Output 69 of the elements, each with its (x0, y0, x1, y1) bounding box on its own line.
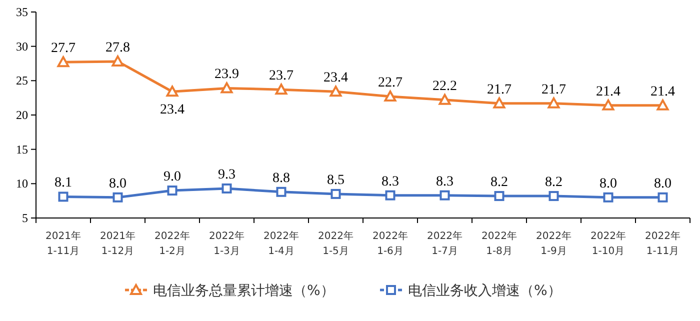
point (220, 82, 233, 94)
point (494, 191, 504, 202)
data-label: 8.3 (382, 174, 399, 190)
point (548, 191, 559, 202)
y-tick-label: 25 (16, 74, 28, 88)
legend-label: 电信业务总量累计增速（%） (153, 283, 334, 299)
y-tick-label: 20 (16, 108, 28, 122)
x-tick-label: 2021年 1-12月 (100, 230, 136, 257)
x-tick-label: 2022年 1-9月 (536, 230, 572, 257)
legend-label: 电信业务收入增速（%） (408, 283, 562, 299)
data-label: 8.8 (272, 170, 290, 186)
x-tick-label: 2022年 1-10月 (590, 230, 626, 257)
point (166, 86, 178, 97)
point (57, 56, 70, 68)
x-tick-label: 2022年 1-2月 (154, 230, 190, 257)
data-label: 8.3 (436, 174, 454, 190)
point (222, 183, 232, 194)
data-label: 22.2 (432, 78, 457, 94)
point (58, 192, 68, 202)
data-label: 9.3 (218, 167, 236, 182)
point (167, 186, 178, 196)
point (658, 192, 668, 202)
x-tick-label: 2022年 1-6月 (372, 230, 408, 257)
data-label: 27.8 (106, 40, 130, 56)
point (493, 97, 506, 108)
point (384, 90, 396, 102)
data-label: 23.9 (214, 67, 239, 82)
point (112, 192, 123, 202)
x-tick-label: 2021年 1-11月 (46, 230, 81, 257)
point (275, 84, 288, 95)
point (385, 190, 396, 200)
data-label: 23.7 (269, 68, 294, 84)
y-tick-label: 10 (16, 176, 28, 191)
data-label: 8.5 (327, 172, 344, 188)
data-label: 21.7 (542, 82, 566, 98)
data-label: 8.0 (109, 176, 126, 192)
data-label: 21.4 (650, 84, 675, 100)
x-tick-label: 2022年 1-3月 (209, 230, 244, 257)
x-tick-label: 2022年 1-7月 (427, 230, 462, 257)
point (440, 190, 450, 200)
point (656, 99, 669, 110)
data-label: 23.4 (324, 70, 348, 86)
data-label: 27.7 (51, 41, 76, 56)
data-label: 8.2 (545, 175, 562, 190)
point (438, 94, 451, 105)
data-label: 23.4 (160, 102, 184, 118)
data-label: 8.2 (490, 175, 508, 190)
x-tick-label: 2022年 1-11月 (645, 230, 680, 257)
y-tick-label: 5 (22, 211, 28, 225)
point (603, 192, 614, 202)
x-tick-label: 2022年 1-8月 (482, 230, 517, 257)
point (112, 55, 124, 66)
data-label: 8.1 (54, 176, 72, 191)
y-tick-label: 15 (16, 142, 28, 156)
point (330, 188, 341, 199)
data-label: 8.0 (654, 176, 672, 192)
y-tick-label: 35 (16, 5, 28, 19)
point (330, 86, 342, 97)
y-tick-label: 30 (16, 39, 28, 54)
point (548, 97, 560, 108)
data-label: 9.0 (164, 170, 181, 185)
data-label: 21.4 (596, 84, 620, 100)
data-label: 21.7 (487, 82, 512, 98)
x-tick-label: 2022年 1-5月 (318, 230, 354, 257)
x-tick-label: 2022年 1-4月 (264, 230, 299, 257)
data-label: 22.7 (378, 75, 402, 90)
point (276, 186, 286, 197)
point (602, 99, 614, 110)
data-label: 8.0 (600, 176, 617, 192)
